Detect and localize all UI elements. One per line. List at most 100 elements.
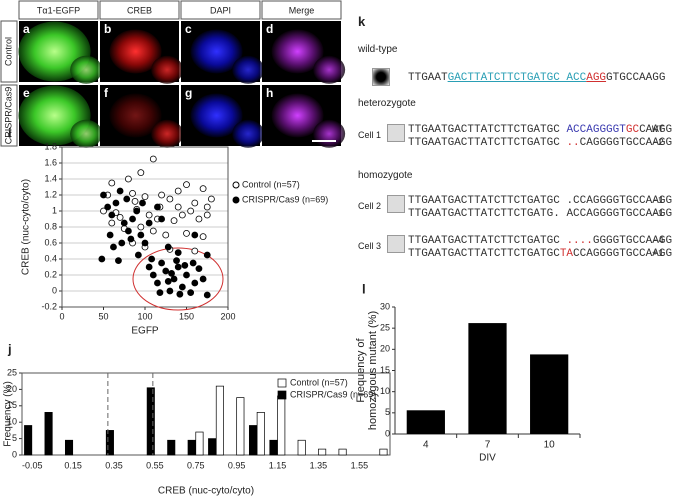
cell-signal [271,93,324,138]
cell-signal [70,55,103,84]
scatter-point [127,235,135,243]
x-axis-label: CREB (nuc-cyto/cyto) [158,486,254,497]
panel-letter: g [185,86,192,100]
scatter-point [183,229,190,237]
legend-swatch [277,378,287,388]
sequence-segment: AGG [586,72,607,84]
scatter-point [137,169,145,177]
sequence-segment: TTGAATGACTTATCTTCTGATGC [408,248,560,260]
legend-label: Control (n=57) [290,377,348,387]
sequence-line: TTGAATGACTTATCTTCTGATGCTACCAGGGGTGCCAAGG [408,248,672,261]
scatter-point [118,239,126,247]
cell-signal [109,29,162,74]
cell-signal [70,119,103,148]
scatter-point [108,211,116,219]
x-tick-label: 200 [220,311,235,321]
scatter-point [106,231,114,239]
bar [248,425,258,456]
cell-signal [313,119,346,148]
scatter-point [199,275,207,283]
bar [277,395,286,456]
cell-signal [313,55,346,84]
y-tick-label: 20 [7,384,17,394]
scatter-point [158,215,166,223]
scatter-point [134,251,142,259]
x-axis-label: DIV [479,453,496,464]
mutation-note: -1 [652,209,665,220]
sequence-line: TTGAATGACTTATCTTCTGATG. ACCAGGGGTGCCAAGG [408,208,672,221]
sequence-segment: TTGAATGACTTATCTTCTGATGC [408,235,567,247]
scatter-point [162,267,170,275]
panel-letter: f [104,86,109,100]
y-tick-label: 30 [380,301,390,311]
scatter-point [203,211,211,219]
scatter-point [124,227,132,235]
scatter-point [187,207,195,215]
y-tick-label: -0.2 [41,301,57,311]
scatter-point [199,185,207,193]
y-tick-label: 0 [385,428,390,438]
cell-signal [151,55,184,84]
sequence-line: TTGAATGACTTATCTTCTGATGC ACCAGGGTGCCAAGG [408,72,665,85]
scatter-point [158,259,166,267]
scatter-point [195,265,203,273]
row-label: Control [3,37,13,66]
panel-letter: h [266,86,273,100]
scatter-point [137,231,145,239]
scatter-point [129,215,136,223]
plot-frame [21,372,391,456]
panel-letter: k [358,14,366,29]
cell-signal [271,29,324,74]
scatter-point [154,203,161,211]
scatter-point [174,203,182,211]
scatter-point [170,275,178,283]
cell-signal [190,93,243,138]
x-tick-label: -0.05 [22,460,43,470]
y-tick-label: 1.2 [44,189,57,199]
sequence-segment: .... [566,235,593,247]
y-tick-label: 1.4 [44,173,57,183]
panel-letter: b [104,22,111,36]
sequence-line: TTGAATGACTTATCTTCTGATGC ..CAGGGGTGCCAAGG [408,137,672,150]
sequence-segment: CAAGG [639,124,673,136]
bar [167,439,176,456]
sequence-segment: .. [566,137,580,149]
column-header: Tα1-EGFP [37,5,80,15]
scatter-point [164,243,172,251]
x-tick-label: 50 [98,311,108,321]
bar [236,397,245,456]
y-tick-label: 1 [52,205,57,215]
x-tick-label: 0.55 [146,460,164,470]
scatter-point [191,231,199,239]
scatter-point [191,279,199,287]
scatter-point [174,249,182,257]
scatter-point [203,203,211,211]
y-tick-label: 0 [52,285,57,295]
x-tick-label: 0 [59,311,64,321]
column-header: CREB [127,5,152,15]
x-tick-label: 0.15 [64,460,82,470]
sequence-segment: ACCAGGGGTGCCAAGG [559,208,673,220]
bar [406,410,445,434]
scatter-point [112,199,120,207]
scatter-point [116,213,124,221]
mutation-note: WT [652,125,665,136]
scatter-point [149,271,157,279]
y-tick-label: 5 [12,433,17,443]
y-axis-label: Frequency (%) [3,381,14,447]
cell-signal [190,29,243,74]
scatter-point [115,257,122,265]
cell-name: Cell 2 [358,201,382,211]
scatter-point [176,290,184,298]
column-header-box [99,0,180,20]
sequence-segment: . [566,195,574,207]
scatter-point [189,259,197,267]
scatter-point [168,269,175,277]
x-tick-label: 150 [179,311,194,321]
sequence-line: TTGAATGACTTATCTTCTGATGC ....GGGGTGCCAAGG [408,235,672,248]
scatter-point [207,195,215,203]
sequence-segment: TTGAATGACTTATCTTCTGATG [408,208,554,220]
bar [256,412,265,456]
